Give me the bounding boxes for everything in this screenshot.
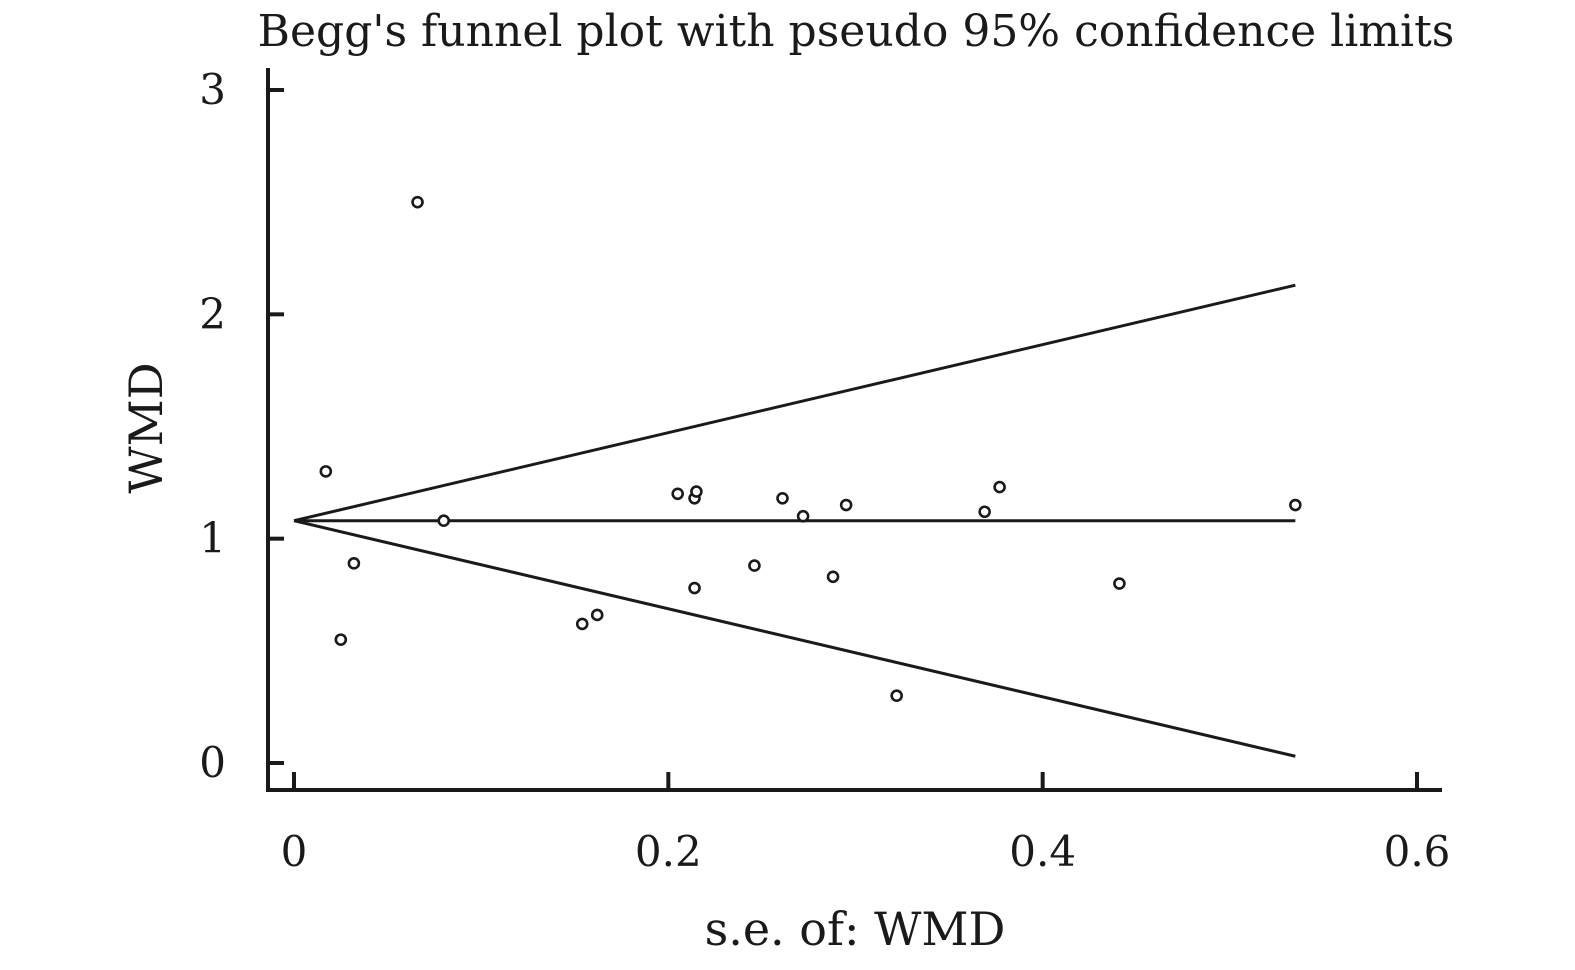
study-point	[993, 480, 1006, 494]
study-point	[796, 509, 810, 523]
y-tick-label: 3	[199, 65, 226, 114]
study-point	[688, 581, 701, 595]
confidence-limits	[293, 283, 1296, 758]
y-tick-label: 2	[199, 289, 226, 338]
y-tick-label: 1	[199, 514, 226, 563]
study-point	[690, 485, 703, 498]
y-tick-label: 0	[199, 738, 226, 787]
study-point	[826, 570, 840, 584]
study-point	[319, 465, 333, 478]
study-point	[590, 608, 604, 622]
x-tick-label: 0	[281, 827, 308, 876]
study-point	[437, 514, 451, 528]
y-axis-label: WMD	[119, 362, 173, 493]
y-ticks: 0 1 2 3	[199, 65, 284, 787]
study-point	[1113, 577, 1126, 590]
study-point	[411, 195, 424, 209]
x-axis-label: s.e. of: WMD	[705, 902, 1006, 956]
lower-limit-line	[293, 519, 1296, 758]
study-point	[748, 559, 761, 572]
study-point	[978, 505, 991, 519]
x-tick-label: 0.4	[1009, 827, 1076, 876]
x-tick-label: 0.2	[635, 827, 702, 876]
chart-title: Begg's funnel plot with pseudo 95% confi…	[258, 6, 1455, 57]
study-point	[334, 633, 348, 646]
study-point	[671, 487, 684, 501]
study-point	[347, 557, 361, 570]
x-tick-label: 0.6	[1384, 827, 1451, 876]
x-ticks: 0 0.2 0.4 0.6	[281, 772, 1451, 876]
study-point	[839, 498, 853, 512]
upper-limit-line	[293, 283, 1296, 523]
data-points	[319, 195, 1302, 703]
study-point	[890, 689, 903, 703]
study-point	[575, 617, 589, 631]
study-point	[1289, 498, 1302, 512]
study-point	[776, 491, 789, 505]
